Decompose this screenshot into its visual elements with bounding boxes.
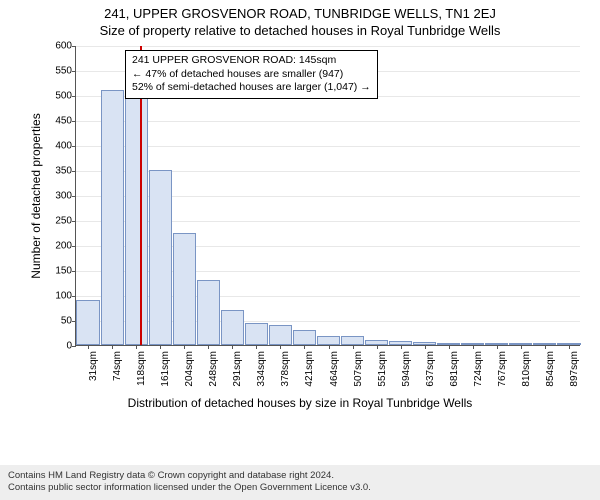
x-tick-label: 204sqm xyxy=(184,351,195,387)
bar xyxy=(245,323,268,346)
y-tick-label: 0 xyxy=(66,341,76,352)
bar xyxy=(76,300,99,345)
x-tick xyxy=(304,345,305,349)
bar xyxy=(221,310,244,345)
bar xyxy=(317,336,340,345)
x-tick xyxy=(112,345,113,349)
x-tick-label: 897sqm xyxy=(569,351,580,387)
x-tick-label: 74sqm xyxy=(112,351,123,381)
x-tick-label: 378sqm xyxy=(280,351,291,387)
x-tick xyxy=(497,345,498,349)
bar xyxy=(173,233,196,346)
y-tick-label: 550 xyxy=(55,66,76,77)
bar xyxy=(269,325,292,345)
legend-line-2: ← 47% of detached houses are smaller (94… xyxy=(132,68,371,82)
y-tick-label: 200 xyxy=(55,241,76,252)
x-tick-label: 637sqm xyxy=(425,351,436,387)
bar xyxy=(293,330,316,345)
y-tick-label: 500 xyxy=(55,91,76,102)
x-tick xyxy=(401,345,402,349)
x-tick-label: 724sqm xyxy=(473,351,484,387)
x-tick-label: 507sqm xyxy=(353,351,364,387)
x-tick-label: 291sqm xyxy=(232,351,243,387)
y-tick-label: 450 xyxy=(55,116,76,127)
bar xyxy=(149,170,172,345)
x-tick xyxy=(521,345,522,349)
x-tick xyxy=(425,345,426,349)
x-tick-label: 767sqm xyxy=(497,351,508,387)
gridline-h xyxy=(76,146,580,147)
x-tick xyxy=(449,345,450,349)
x-tick xyxy=(184,345,185,349)
x-tick-label: 31sqm xyxy=(88,351,99,381)
legend-box: 241 UPPER GROSVENOR ROAD: 145sqm ← 47% o… xyxy=(125,50,378,99)
legend-line-1: 241 UPPER GROSVENOR ROAD: 145sqm xyxy=(132,54,371,68)
plot-area: 05010015020025030035040045050055060031sq… xyxy=(75,46,580,346)
legend-line-3: 52% of semi-detached houses are larger (… xyxy=(132,81,371,95)
x-tick xyxy=(232,345,233,349)
footer: Contains HM Land Registry data © Crown c… xyxy=(0,465,600,500)
bar xyxy=(125,65,148,345)
x-tick-label: 334sqm xyxy=(256,351,267,387)
y-tick-label: 300 xyxy=(55,191,76,202)
x-tick-label: 681sqm xyxy=(449,351,460,387)
gridline-h xyxy=(76,46,580,47)
x-tick-label: 118sqm xyxy=(136,351,147,386)
x-tick-label: 248sqm xyxy=(208,351,219,387)
x-tick xyxy=(256,345,257,349)
footer-line-2: Contains public sector information licen… xyxy=(8,482,592,494)
y-tick-label: 250 xyxy=(55,216,76,227)
chart-container: Number of detached properties 0501001502… xyxy=(35,46,580,406)
page-title-line1: 241, UPPER GROSVENOR ROAD, TUNBRIDGE WEL… xyxy=(0,0,600,21)
page-title-line2: Size of property relative to detached ho… xyxy=(0,21,600,40)
x-tick xyxy=(160,345,161,349)
x-tick xyxy=(473,345,474,349)
bar xyxy=(197,280,220,345)
x-tick-label: 551sqm xyxy=(377,351,388,387)
x-tick xyxy=(569,345,570,349)
y-axis-title: Number of detached properties xyxy=(29,113,43,278)
x-tick-label: 854sqm xyxy=(545,351,556,387)
gridline-h xyxy=(76,121,580,122)
x-tick xyxy=(208,345,209,349)
x-axis-title: Distribution of detached houses by size … xyxy=(0,396,600,410)
x-tick xyxy=(88,345,89,349)
x-tick xyxy=(545,345,546,349)
y-tick-label: 150 xyxy=(55,266,76,277)
x-tick-label: 421sqm xyxy=(304,351,315,387)
bar xyxy=(101,90,124,345)
y-tick-label: 600 xyxy=(55,41,76,52)
x-tick xyxy=(353,345,354,349)
bar xyxy=(341,336,364,345)
y-tick-label: 100 xyxy=(55,291,76,302)
y-tick-label: 400 xyxy=(55,141,76,152)
footer-line-1: Contains HM Land Registry data © Crown c… xyxy=(8,470,592,482)
x-tick xyxy=(136,345,137,349)
x-tick xyxy=(329,345,330,349)
x-tick-label: 464sqm xyxy=(329,351,340,387)
y-tick-label: 350 xyxy=(55,166,76,177)
x-tick-label: 161sqm xyxy=(160,351,171,387)
x-tick-label: 594sqm xyxy=(401,351,412,387)
y-tick-label: 50 xyxy=(61,316,76,327)
x-tick xyxy=(377,345,378,349)
x-tick xyxy=(280,345,281,349)
x-tick-label: 810sqm xyxy=(521,351,532,387)
